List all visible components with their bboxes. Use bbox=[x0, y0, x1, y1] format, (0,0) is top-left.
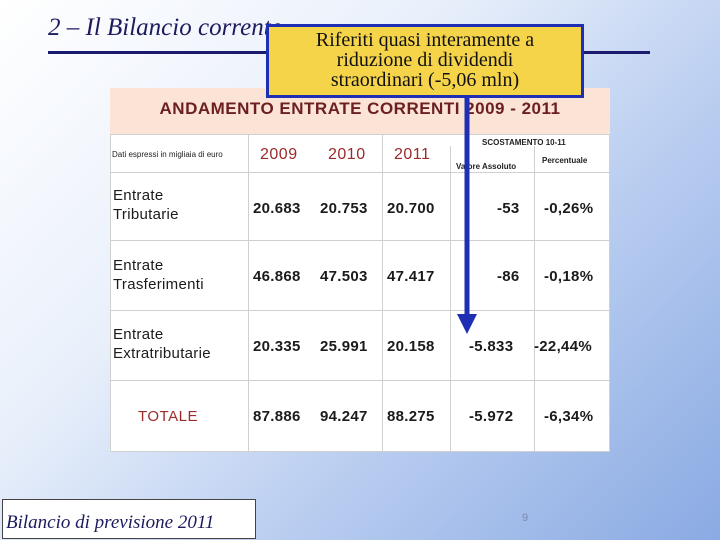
callout-line: riduzione di dividendi bbox=[336, 49, 514, 71]
callout-line: Riferiti quasi interamente a bbox=[315, 29, 535, 51]
cell-value: -0,26% bbox=[544, 200, 594, 217]
cell-value: -0,18% bbox=[544, 268, 594, 285]
unit-note: Dati espressi in migliaia di euro bbox=[112, 150, 223, 159]
cell-value: -22,44% bbox=[534, 338, 592, 355]
grid-line bbox=[609, 134, 610, 452]
grid-line bbox=[110, 451, 610, 452]
callout-line: straordinari (-5,06 mln) bbox=[330, 69, 520, 91]
cell-value: 20.158 bbox=[387, 338, 435, 355]
table-title: ANDAMENTO ENTRATE CORRENTI 2009 - 2011 bbox=[159, 99, 561, 118]
cell-value: 88.275 bbox=[387, 408, 435, 425]
grid-line bbox=[110, 380, 610, 381]
row-label-extratributarie: Entrate Extratributarie bbox=[113, 325, 211, 363]
callout-note: Riferiti quasi interamente a riduzione d… bbox=[266, 24, 584, 98]
scostamento-header: SCOSTAMENTO 10-11 bbox=[482, 138, 566, 147]
grid-line bbox=[110, 172, 610, 173]
grid-line bbox=[110, 134, 111, 452]
row-label-line: Extratributarie bbox=[113, 345, 211, 362]
cell-value: -5.972 bbox=[469, 408, 514, 425]
year-2010-header: 2010 bbox=[328, 146, 366, 163]
cell-value: 46.868 bbox=[253, 268, 301, 285]
grid-line bbox=[248, 134, 249, 452]
year-2011-header: 2011 bbox=[394, 146, 431, 163]
cell-value: -5.833 bbox=[469, 338, 514, 355]
grid-line bbox=[110, 310, 610, 311]
cell-value: -53 bbox=[497, 200, 520, 217]
footer-text: Bilancio di previsione 2011 bbox=[6, 512, 215, 533]
cell-value: 47.503 bbox=[320, 268, 368, 285]
cell-value: 47.417 bbox=[387, 268, 435, 285]
grid-line bbox=[450, 146, 451, 452]
row-label-line: Entrate bbox=[113, 257, 164, 274]
grid-line bbox=[382, 134, 383, 452]
footer-box bbox=[2, 499, 256, 539]
grid-line bbox=[534, 146, 535, 452]
page-number: 9 bbox=[522, 512, 529, 524]
cell-value: 20.335 bbox=[253, 338, 301, 355]
grid-line bbox=[110, 134, 610, 135]
cell-value: 20.683 bbox=[253, 200, 301, 217]
total-label: TOTALE bbox=[138, 408, 198, 425]
cell-value: 87.886 bbox=[253, 408, 301, 425]
row-label-line: Entrate bbox=[113, 326, 164, 343]
cell-value: -86 bbox=[497, 268, 520, 285]
row-label-line: Tributarie bbox=[113, 206, 179, 223]
cell-value: 25.991 bbox=[320, 338, 368, 355]
row-label-trasferimenti: Entrate Trasferimenti bbox=[113, 256, 204, 294]
row-label-line: Entrate bbox=[113, 187, 164, 204]
year-2009-header: 2009 bbox=[260, 146, 298, 163]
absolute-value-header: Valore Assoluto bbox=[456, 162, 517, 171]
slide-title: 2 – Il Bilancio corrente bbox=[48, 14, 282, 41]
cell-value: 20.700 bbox=[387, 200, 435, 217]
cell-value: 94.247 bbox=[320, 408, 368, 425]
grid-line bbox=[110, 240, 610, 241]
percentage-header: Percentuale bbox=[542, 156, 588, 165]
cell-value: 20.753 bbox=[320, 200, 368, 217]
row-label-tributarie: Entrate Tributarie bbox=[113, 186, 179, 224]
cell-value: -6,34% bbox=[544, 408, 594, 425]
revenue-table: ANDAMENTO ENTRATE CORRENTI 2009 - 2011 D… bbox=[110, 88, 610, 452]
row-label-line: Trasferimenti bbox=[113, 276, 204, 293]
